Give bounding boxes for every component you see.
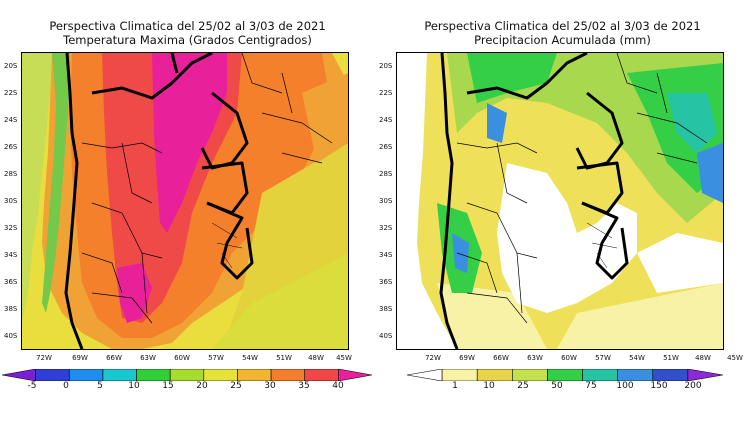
lon-label: 48W: [308, 354, 324, 362]
colorbar-segment: [237, 369, 272, 381]
colorbar-label: 40: [332, 381, 344, 391]
lat-label: 38S: [379, 305, 393, 313]
lat-label: 28S: [4, 170, 18, 178]
precipitation-map: [396, 52, 724, 350]
lat-label: 32S: [379, 224, 393, 232]
colorbar-segment: [652, 369, 689, 381]
colorbar-segment: [169, 369, 205, 381]
lat-label: 32S: [4, 224, 18, 232]
colorbar-segment: [582, 369, 618, 381]
colorbar-label: 200: [684, 381, 702, 391]
colorbar-segment: [35, 369, 70, 381]
lon-label: 69W: [72, 354, 88, 362]
colorbar-label: 25: [230, 381, 242, 391]
temperature-map: [21, 52, 349, 350]
colorbar-segment: [270, 369, 306, 381]
lat-label: 24S: [4, 116, 18, 124]
colorbar-label: 10: [483, 381, 495, 391]
temperature-title: Perspectiva Climatica del 25/02 al 3/03 …: [49, 19, 326, 33]
lon-label: 60W: [561, 354, 577, 362]
colorbar-label: 15: [162, 381, 174, 391]
colorbar-label: 150: [650, 381, 668, 391]
lat-label: 20S: [379, 62, 393, 70]
colorbar-label: 50: [551, 381, 563, 391]
lat-label: 22S: [379, 89, 393, 97]
lon-label: 63W: [140, 354, 156, 362]
colorbar-segment: [1, 369, 36, 381]
colorbar-label: -5: [27, 381, 37, 391]
colorbar-label: 35: [298, 381, 310, 391]
colorbar-segment: [203, 369, 238, 381]
lon-label: 69W: [459, 354, 475, 362]
lat-label: 26S: [379, 143, 393, 151]
precipitation-panel: Perspectiva Climatica del 25/02 al 3/03 …: [375, 0, 750, 422]
colorbar-segment: [102, 369, 137, 381]
colorbar-label: 100: [616, 381, 634, 391]
colorbar-segment: [136, 369, 171, 381]
temperature-colorbar: [0, 369, 375, 381]
lat-label: 30S: [379, 197, 393, 205]
colorbar-segment: [687, 369, 724, 381]
colorbar-segment: [476, 369, 513, 381]
lat-label: 26S: [4, 143, 18, 151]
lon-label: 51W: [663, 354, 679, 362]
colorbar-segment: [547, 369, 583, 381]
colorbar-label: 25: [517, 381, 529, 391]
lon-label: 54W: [629, 354, 645, 362]
colorbar-label: 75: [585, 381, 597, 391]
lat-label: 30S: [4, 197, 18, 205]
colorbar-label: 10: [128, 381, 140, 391]
colorbar-segment: [338, 369, 373, 381]
lat-label: 34S: [379, 251, 393, 259]
colorbar-label: 20: [196, 381, 208, 391]
precipitation-title: Perspectiva Climatica del 25/02 al 3/03 …: [424, 19, 701, 33]
lon-label: 66W: [493, 354, 509, 362]
colorbar-segment: [512, 369, 548, 381]
lon-label: 45W: [727, 354, 743, 362]
colorbar-label: 5: [97, 381, 103, 391]
temperature-subtitle: Temperatura Maxima (Grados Centigrados): [63, 33, 312, 47]
lon-label: 45W: [336, 354, 352, 362]
colorbar-segment: [406, 369, 443, 381]
colorbar-segment: [441, 369, 478, 381]
lat-label: 22S: [4, 89, 18, 97]
lat-label: 38S: [4, 305, 18, 313]
lat-label: 34S: [4, 251, 18, 259]
lon-label: 60W: [174, 354, 190, 362]
colorbar-label: 30: [264, 381, 276, 391]
precipitation-subtitle: Precipitacion Acumulada (mm): [474, 33, 651, 47]
precipitation-colorbar: [405, 369, 725, 381]
lon-label: 66W: [106, 354, 122, 362]
lon-label: 48W: [695, 354, 711, 362]
lat-label: 36S: [379, 278, 393, 286]
lat-label: 40S: [379, 332, 393, 340]
lat-label: 20S: [4, 62, 18, 70]
colorbar-label: 0: [63, 381, 69, 391]
lon-label: 72W: [36, 354, 52, 362]
lat-label: 24S: [379, 116, 393, 124]
lon-label: 51W: [276, 354, 292, 362]
lon-label: 72W: [425, 354, 441, 362]
lon-label: 57W: [208, 354, 224, 362]
colorbar-segment: [68, 369, 104, 381]
lat-label: 36S: [4, 278, 18, 286]
colorbar-segment: [617, 369, 654, 381]
lon-label: 54W: [242, 354, 258, 362]
lon-label: 57W: [595, 354, 611, 362]
lat-label: 28S: [379, 170, 393, 178]
lat-label: 40S: [4, 332, 18, 340]
temperature-panel: Perspectiva Climatica del 25/02 al 3/03 …: [0, 19, 375, 391]
colorbar-label: 1: [452, 381, 458, 391]
lon-label: 63W: [527, 354, 543, 362]
colorbar-segment: [304, 369, 339, 381]
